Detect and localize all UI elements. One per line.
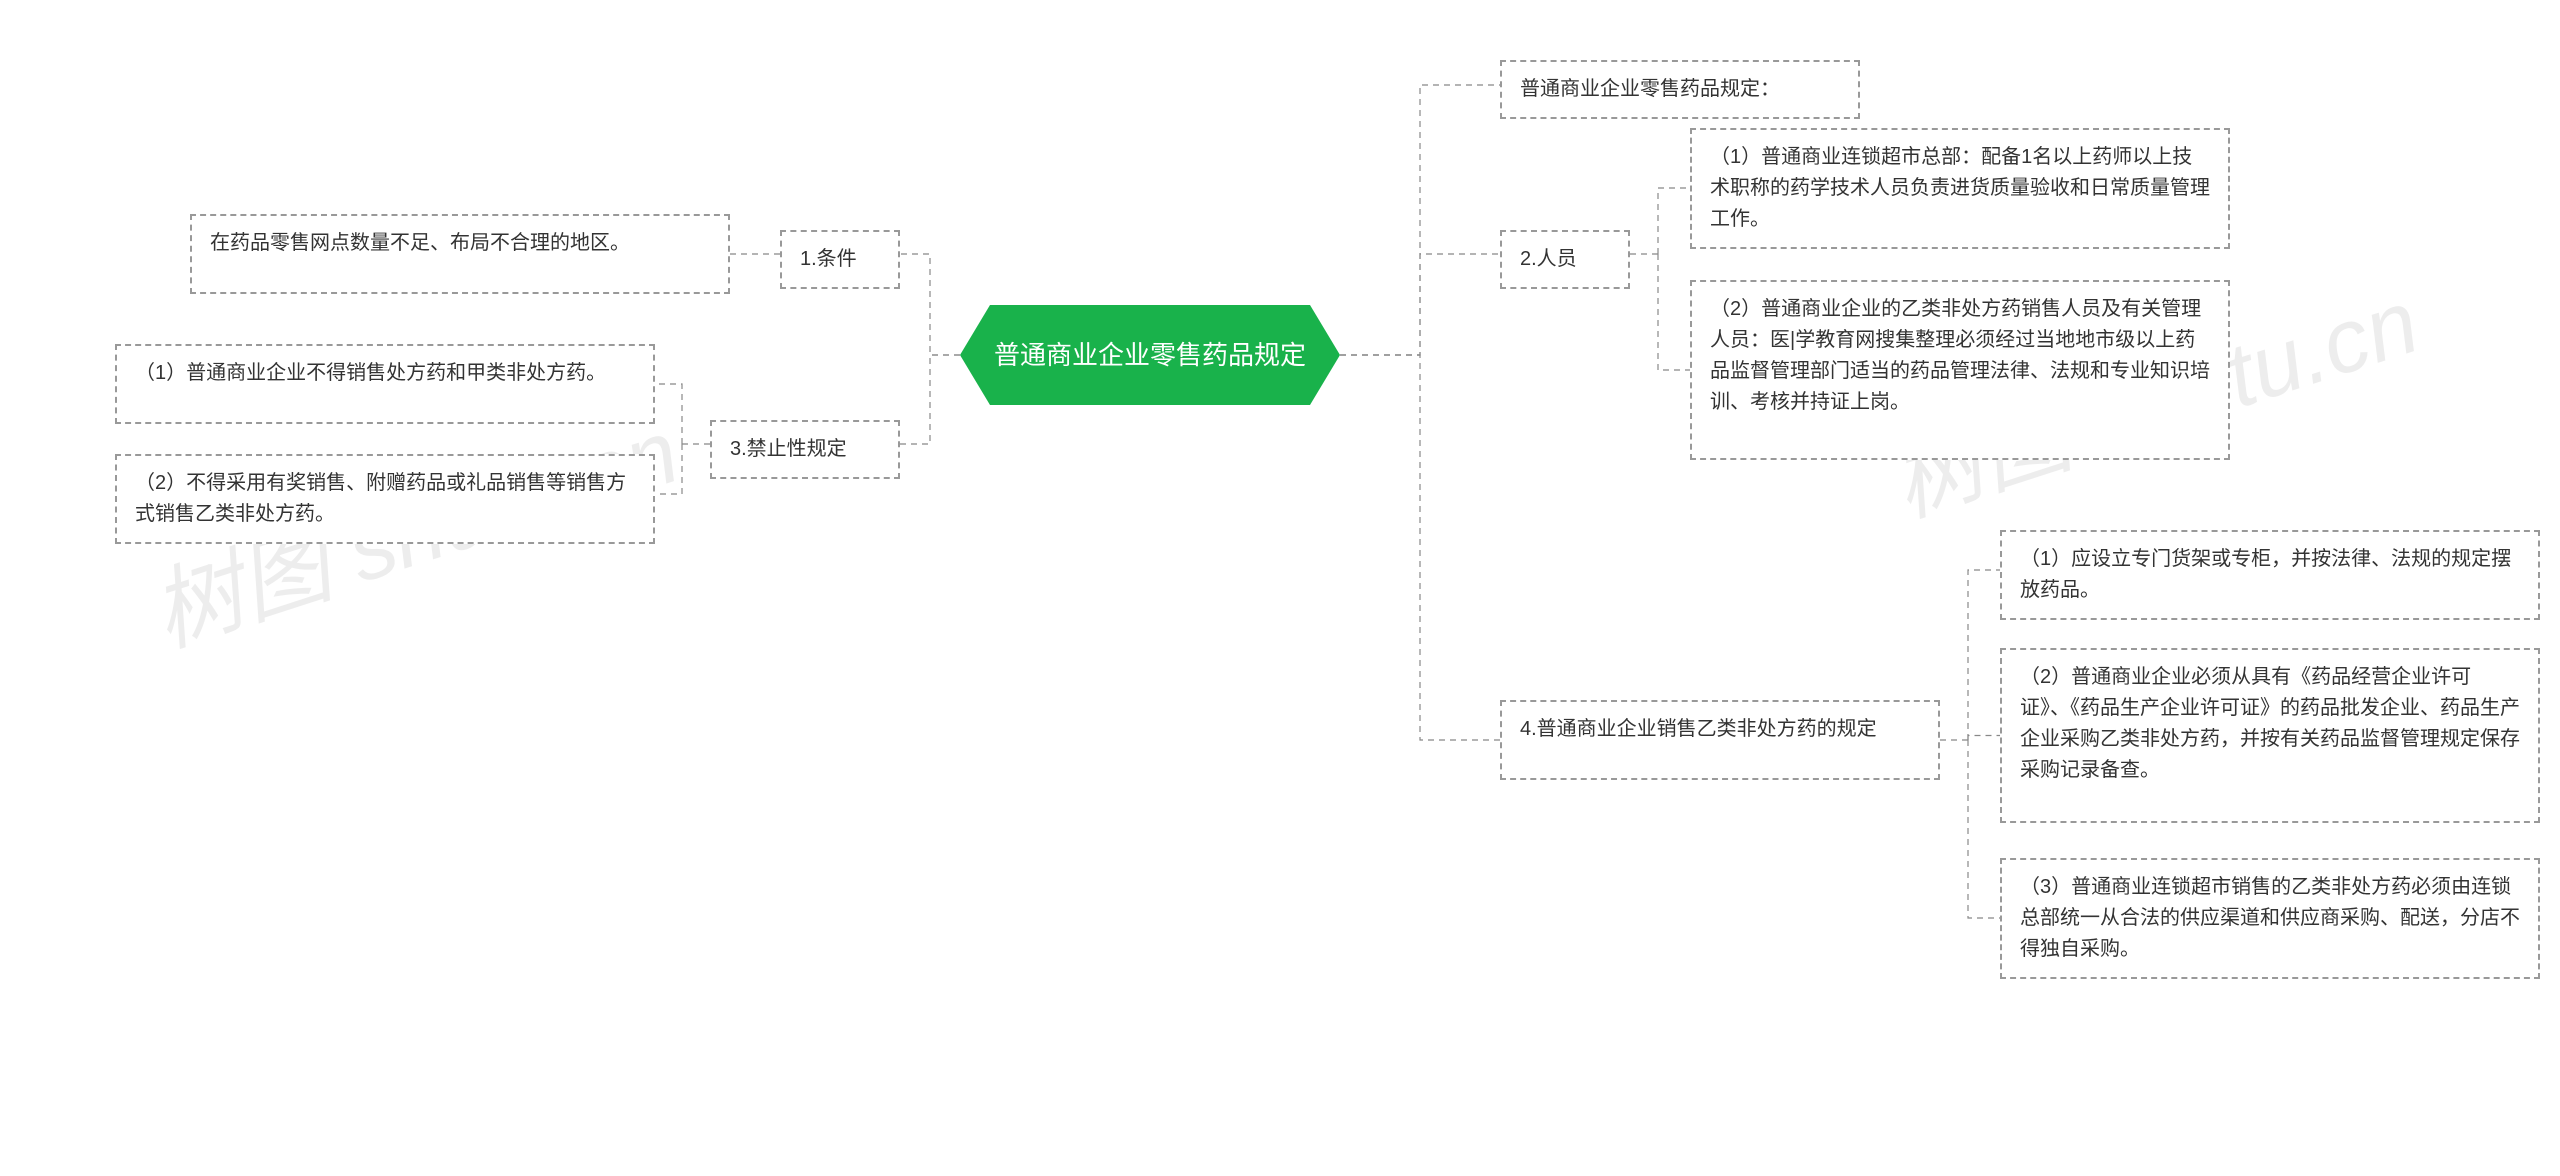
leaf-condition-1: 在药品零售网点数量不足、布局不合理的地区。	[190, 214, 730, 294]
branch-otc-rules: 4.普通商业企业销售乙类非处方药的规定	[1500, 700, 1940, 780]
leaf-prohibition-2: （2）不得采用有奖销售、附赠药品或礼品销售等销售方式销售乙类非处方药。	[115, 454, 655, 544]
branch-prohibitions: 3.禁止性规定	[710, 420, 900, 479]
leaf-otc-2: （2）普通商业企业必须从具有《药品经营企业许可证》、《药品生产企业许可证》的药品…	[2000, 648, 2540, 823]
leaf-otc-1: （1）应设立专门货架或专柜，并按法律、法规的规定摆放药品。	[2000, 530, 2540, 620]
leaf-personnel-1: （1）普通商业连锁超市总部：配备1名以上药师以上技术职称的药学技术人员负责进货质…	[1690, 128, 2230, 249]
center-node: 普通商业企业零售药品规定	[960, 305, 1340, 405]
center-label: 普通商业企业零售药品规定	[994, 337, 1306, 373]
leaf-prohibition-1: （1）普通商业企业不得销售处方药和甲类非处方药。	[115, 344, 655, 424]
leaf-otc-3: （3）普通商业连锁超市销售的乙类非处方药必须由连锁总部统一从合法的供应渠道和供应…	[2000, 858, 2540, 979]
branch-title-repeat: 普通商业企业零售药品规定：	[1500, 60, 1860, 119]
leaf-personnel-2: （2）普通商业企业的乙类非处方药销售人员及有关管理人员：医|学教育网搜集整理必须…	[1690, 280, 2230, 460]
branch-personnel: 2.人员	[1500, 230, 1630, 289]
branch-conditions: 1.条件	[780, 230, 900, 289]
